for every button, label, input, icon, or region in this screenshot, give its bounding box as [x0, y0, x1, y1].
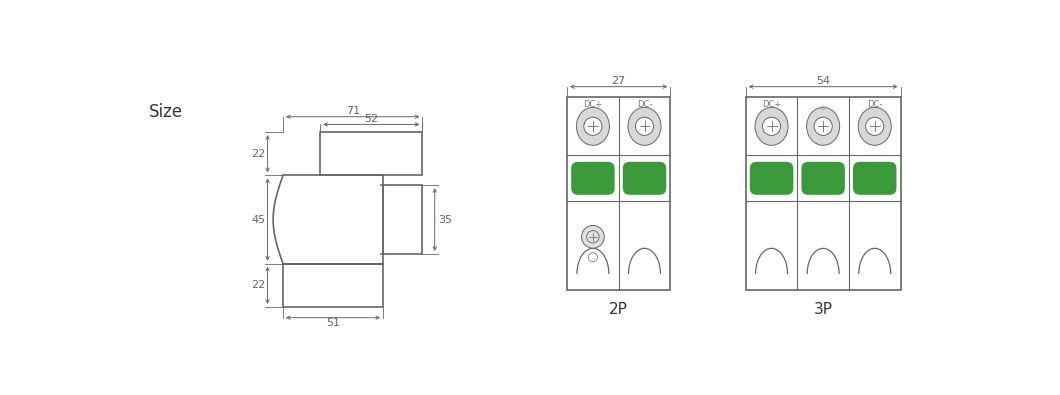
- Text: 54: 54: [816, 76, 830, 86]
- Text: 2P: 2P: [610, 302, 629, 317]
- Circle shape: [582, 226, 604, 248]
- Text: 22: 22: [251, 280, 265, 290]
- Circle shape: [866, 117, 884, 135]
- Bar: [383, 185, 422, 254]
- Text: 52: 52: [365, 114, 378, 124]
- Ellipse shape: [628, 107, 661, 145]
- Bar: [283, 264, 383, 307]
- Text: 3P: 3P: [814, 302, 833, 317]
- Bar: [746, 98, 901, 290]
- Circle shape: [635, 117, 654, 135]
- Text: 22: 22: [251, 149, 265, 159]
- Text: 35: 35: [438, 214, 452, 224]
- Text: 45: 45: [251, 214, 265, 224]
- Text: DC-: DC-: [867, 100, 882, 109]
- Circle shape: [762, 117, 780, 135]
- Text: DC-: DC-: [637, 100, 652, 109]
- Circle shape: [814, 117, 832, 135]
- Text: 27: 27: [612, 76, 625, 86]
- Bar: [320, 132, 422, 175]
- Circle shape: [584, 117, 602, 135]
- Ellipse shape: [755, 107, 788, 145]
- Text: DC+: DC+: [583, 100, 602, 109]
- FancyBboxPatch shape: [623, 162, 667, 195]
- Text: DC+: DC+: [762, 100, 781, 109]
- Text: Size: Size: [149, 103, 183, 121]
- Ellipse shape: [859, 107, 891, 145]
- FancyBboxPatch shape: [571, 162, 615, 195]
- Text: 51: 51: [326, 318, 340, 328]
- Ellipse shape: [807, 107, 840, 145]
- FancyBboxPatch shape: [801, 162, 845, 195]
- Bar: [567, 98, 670, 290]
- Ellipse shape: [577, 107, 609, 145]
- Text: 71: 71: [346, 106, 359, 116]
- FancyBboxPatch shape: [853, 162, 897, 195]
- FancyBboxPatch shape: [749, 162, 793, 195]
